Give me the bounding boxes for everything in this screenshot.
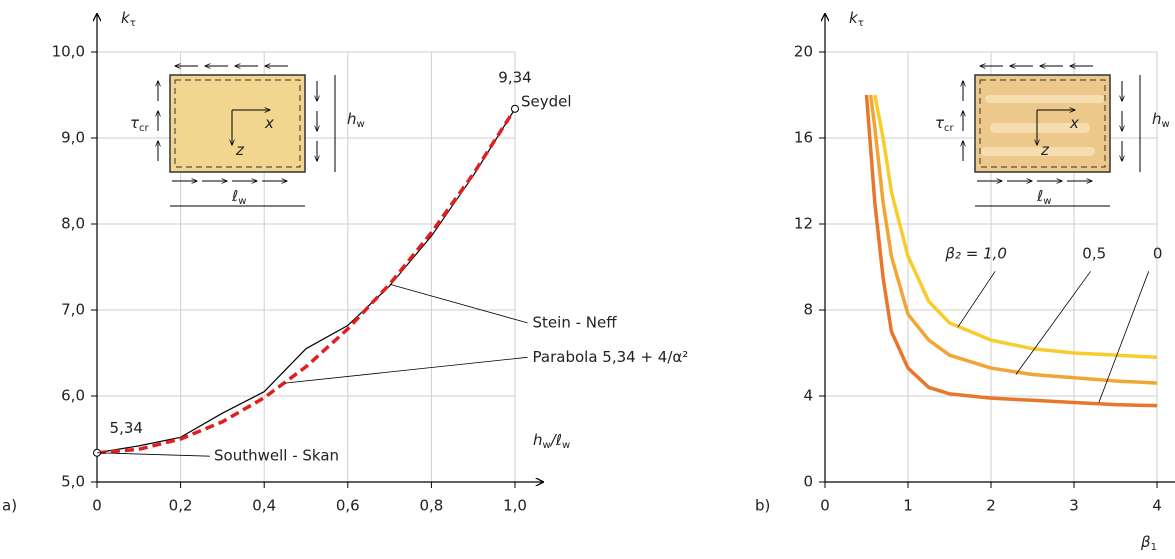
series-label: β₂ = 1,0 [944,245,1007,263]
series-line [868,94,1158,385]
inset-label-part: z [1040,141,1050,159]
y-tick-label: 20 [794,43,813,61]
x-axis-label-part: β [1140,533,1151,551]
plate-inner [979,79,1106,168]
y-tick-label: 4 [803,387,813,405]
inset-label-part: τ [130,114,140,132]
y-tick-label: 9,0 [61,129,85,147]
x-axis-label-part: h [533,431,543,449]
y-tick-label: 5,0 [61,473,85,491]
leader [1015,271,1091,375]
inset-label-part: w [357,119,365,130]
y-tick-label: 7,0 [61,301,85,319]
inset-label: ℓw [1036,187,1051,208]
series-label: 0 [1153,245,1163,263]
y-axis-label-part: τ [130,18,136,29]
inset-label-part: cr [944,123,954,134]
x-tick-label: 2 [986,497,996,515]
inset-label-part: x [264,114,274,132]
x-axis-label: hw/ℓw [533,431,570,452]
x-axis-label-part: w [562,440,570,451]
series-label: 0,5 [1082,245,1106,263]
grain [985,95,1105,103]
panel-label: b) [755,497,770,515]
annotation: Southwell - Skan [214,447,339,465]
leader [1098,271,1150,403]
series-line [96,108,516,454]
inset-label: z [1040,141,1050,159]
x-tick-label: 0 [92,497,102,515]
annotation: 5,34 [110,419,143,437]
x-tick-label: 1 [903,497,913,515]
x-tick-label: 3 [1069,497,1079,515]
inset-label: z [235,141,245,159]
inset-label: x [264,114,274,132]
series-label: Parabola 5,34 + 4/α² [533,348,689,366]
inset-label: ℓw [231,187,246,208]
y-tick-label: 16 [794,129,813,147]
series-line [873,94,1158,360]
x-tick-label: 1,0 [503,497,527,515]
x-axis-label: β1 [1140,533,1157,554]
inset-label-part: cr [139,123,149,134]
x-tick-label: 0,8 [419,497,443,515]
grain [990,123,1090,133]
inset-label-part: z [235,141,245,159]
leader [957,271,996,328]
inset-label-part: ℓ [1036,187,1043,205]
series-line [96,107,517,455]
y-axis-label: kτ [849,9,864,30]
y-axis-label: kτ [121,9,136,30]
inset-label: x [1069,114,1079,132]
x-axis-label-part: 1 [1151,542,1157,553]
y-tick-label: 8 [803,301,813,319]
inset-label-part: x [1069,114,1079,132]
series-line [864,94,1158,408]
x-tick-label: 0 [820,497,830,515]
grain [980,147,1095,156]
leader [96,452,210,457]
y-tick-label: 0 [803,473,813,491]
annotation: 9,34 [498,68,531,86]
plate [169,74,306,173]
x-axis-label-part: w [543,440,551,451]
inset-label-part: w [1162,119,1170,130]
x-tick-label: 0,2 [169,497,193,515]
leader [285,356,528,384]
inset-label: τcr [935,114,955,135]
inset-label-part: ℓ [231,187,238,205]
y-tick-label: 12 [794,215,813,233]
x-tick-label: 4 [1152,497,1162,515]
inset-label-part: w [1043,196,1051,207]
y-tick-label: 8,0 [61,215,85,233]
annotation: Seydel [521,92,572,110]
x-axis-label-part: /ℓ [549,431,562,449]
inset-label-part: h [347,110,357,128]
y-axis-label-part: k [849,9,859,27]
endpoint [511,104,519,113]
inset-label: τcr [130,114,150,135]
inset-label: hw [347,110,365,131]
inset-label-part: h [1152,110,1162,128]
inset-label-part: w [238,196,246,207]
leader [389,283,528,324]
plate-inner [174,79,301,168]
y-axis-label-part: τ [858,18,864,29]
y-tick-label: 6,0 [61,387,85,405]
x-tick-label: 0,4 [252,497,276,515]
y-tick-label: 10,0 [52,43,85,61]
x-tick-label: 0,6 [336,497,360,515]
panel-label: a) [2,497,17,515]
inset-label: hw [1152,110,1170,131]
series-label: Stein - Neff [533,313,618,331]
y-axis-label-part: k [121,9,131,27]
inset-label-part: τ [935,114,945,132]
